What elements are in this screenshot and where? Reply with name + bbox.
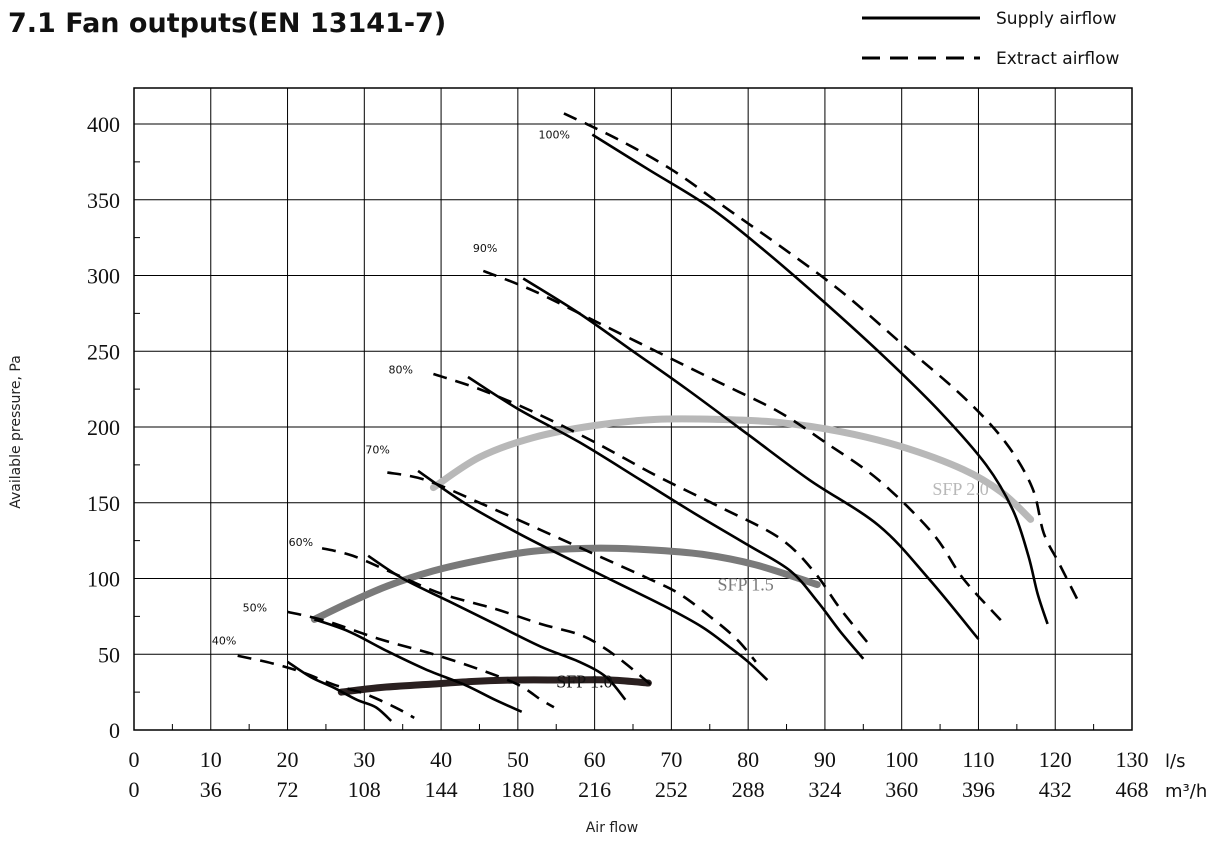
x-tick-label-m3h: 72 xyxy=(277,777,299,802)
y-tick-label: 200 xyxy=(87,415,120,440)
x-tick-label-m3h: 432 xyxy=(1039,777,1072,802)
series-extract-90pct xyxy=(482,269,1003,622)
series-supply-60pct xyxy=(367,554,627,701)
x-tick-label-m3h: 216 xyxy=(578,777,611,802)
x-tick-label-m3h: 252 xyxy=(655,777,688,802)
series-extract-60pct xyxy=(321,546,657,691)
x-tick-label: 60 xyxy=(584,747,606,772)
y-tick-label: 0 xyxy=(109,718,120,743)
plot-area-frame xyxy=(133,87,1133,731)
x-tick-label: 70 xyxy=(660,747,682,772)
x-tick-label-m3h: 36 xyxy=(200,777,222,802)
y-tick-label: 50 xyxy=(98,642,120,667)
series-extract-40pct xyxy=(237,654,415,720)
speed-label: 60% xyxy=(289,536,313,549)
fan-curves xyxy=(237,112,1080,722)
series-supply-50pct xyxy=(313,618,523,714)
x-tick-label: 0 xyxy=(129,747,140,772)
x-tick-label: 110 xyxy=(962,747,994,772)
legend: Supply airflow Extract airflow xyxy=(862,9,1120,69)
x-tick-label-m3h: 288 xyxy=(732,777,765,802)
series-extract-100pct xyxy=(563,112,1080,602)
x-tick-label: 30 xyxy=(353,747,375,772)
x-tick-label-m3h: 324 xyxy=(808,777,841,802)
x-tick-label: 90 xyxy=(814,747,836,772)
sfp-curves xyxy=(310,415,1035,696)
x-tick-label-m3h: 108 xyxy=(348,777,381,802)
x-tick-label-m3h: 180 xyxy=(501,777,534,802)
speed-label: 90% xyxy=(473,242,497,255)
y-tick-label: 100 xyxy=(87,567,120,592)
series-extract-80pct xyxy=(432,372,872,648)
speed-label: 100% xyxy=(539,129,570,142)
y-tick-label: 400 xyxy=(87,112,120,137)
curve-labels: 100% 90% 80% 70% 60% 50% 40% SFP 2.0 SFP 1.5 SFP … xyxy=(212,129,989,692)
sfp-label: SFP 1.5 xyxy=(717,575,773,595)
speed-label: 50% xyxy=(243,601,267,614)
x-tick-label-m3h: 144 xyxy=(425,777,458,802)
sfp-curve-sfp-2-0 xyxy=(429,415,1035,523)
page-title: 7.1 Fan outputs(EN 13141-7) xyxy=(8,8,447,39)
y-tick-label: 350 xyxy=(87,188,120,213)
y-tick-label: 300 xyxy=(87,264,120,289)
series-supply-100pct xyxy=(591,133,1049,625)
speed-label: 70% xyxy=(365,444,389,457)
x-tick-label-m3h: 360 xyxy=(885,777,918,802)
legend-label-supply: Supply airflow xyxy=(996,9,1117,29)
series-supply-90pct xyxy=(522,277,980,640)
series-extract-70pct xyxy=(387,471,757,663)
x-tick-label: 20 xyxy=(277,747,299,772)
grid xyxy=(133,88,1133,730)
speed-label: 80% xyxy=(388,363,412,376)
series-supply-70pct xyxy=(417,469,769,681)
x-tick-label: 120 xyxy=(1039,747,1072,772)
y-tick-label: 250 xyxy=(87,339,120,364)
x-unit-secondary: m³/h xyxy=(1165,781,1207,802)
sfp-label: SFP 2.0 xyxy=(932,479,988,499)
sfp-label: SFP 1.0 xyxy=(556,672,612,692)
sfp-curve-sfp-1-0 xyxy=(337,676,652,696)
x-tick-label-m3h: 396 xyxy=(962,777,995,802)
speed-label: 40% xyxy=(212,635,236,648)
x-axis-title: Air flow xyxy=(586,820,639,836)
series-supply-80pct xyxy=(467,375,865,660)
x-tick-label: 80 xyxy=(737,747,759,772)
x-tick-label-m3h: 0 xyxy=(129,777,140,802)
x-tick-label: 130 xyxy=(1116,747,1149,772)
y-axis-title: Available pressure, Pa xyxy=(8,355,24,509)
y-tick-label: 150 xyxy=(87,491,120,516)
sfp-curve-sfp-1-5 xyxy=(310,544,821,623)
x-unit-primary: l/s xyxy=(1165,751,1185,772)
x-tick-label-m3h: 468 xyxy=(1116,777,1149,802)
x-tick-label: 10 xyxy=(200,747,222,772)
x-tick-label: 100 xyxy=(885,747,918,772)
axis-ticks: 0010362072301084014450180602167025280288… xyxy=(87,112,1149,802)
x-tick-label: 50 xyxy=(507,747,529,772)
x-tick-label: 40 xyxy=(430,747,452,772)
legend-label-extract: Extract airflow xyxy=(996,49,1120,69)
series-extract-50pct xyxy=(287,610,555,709)
